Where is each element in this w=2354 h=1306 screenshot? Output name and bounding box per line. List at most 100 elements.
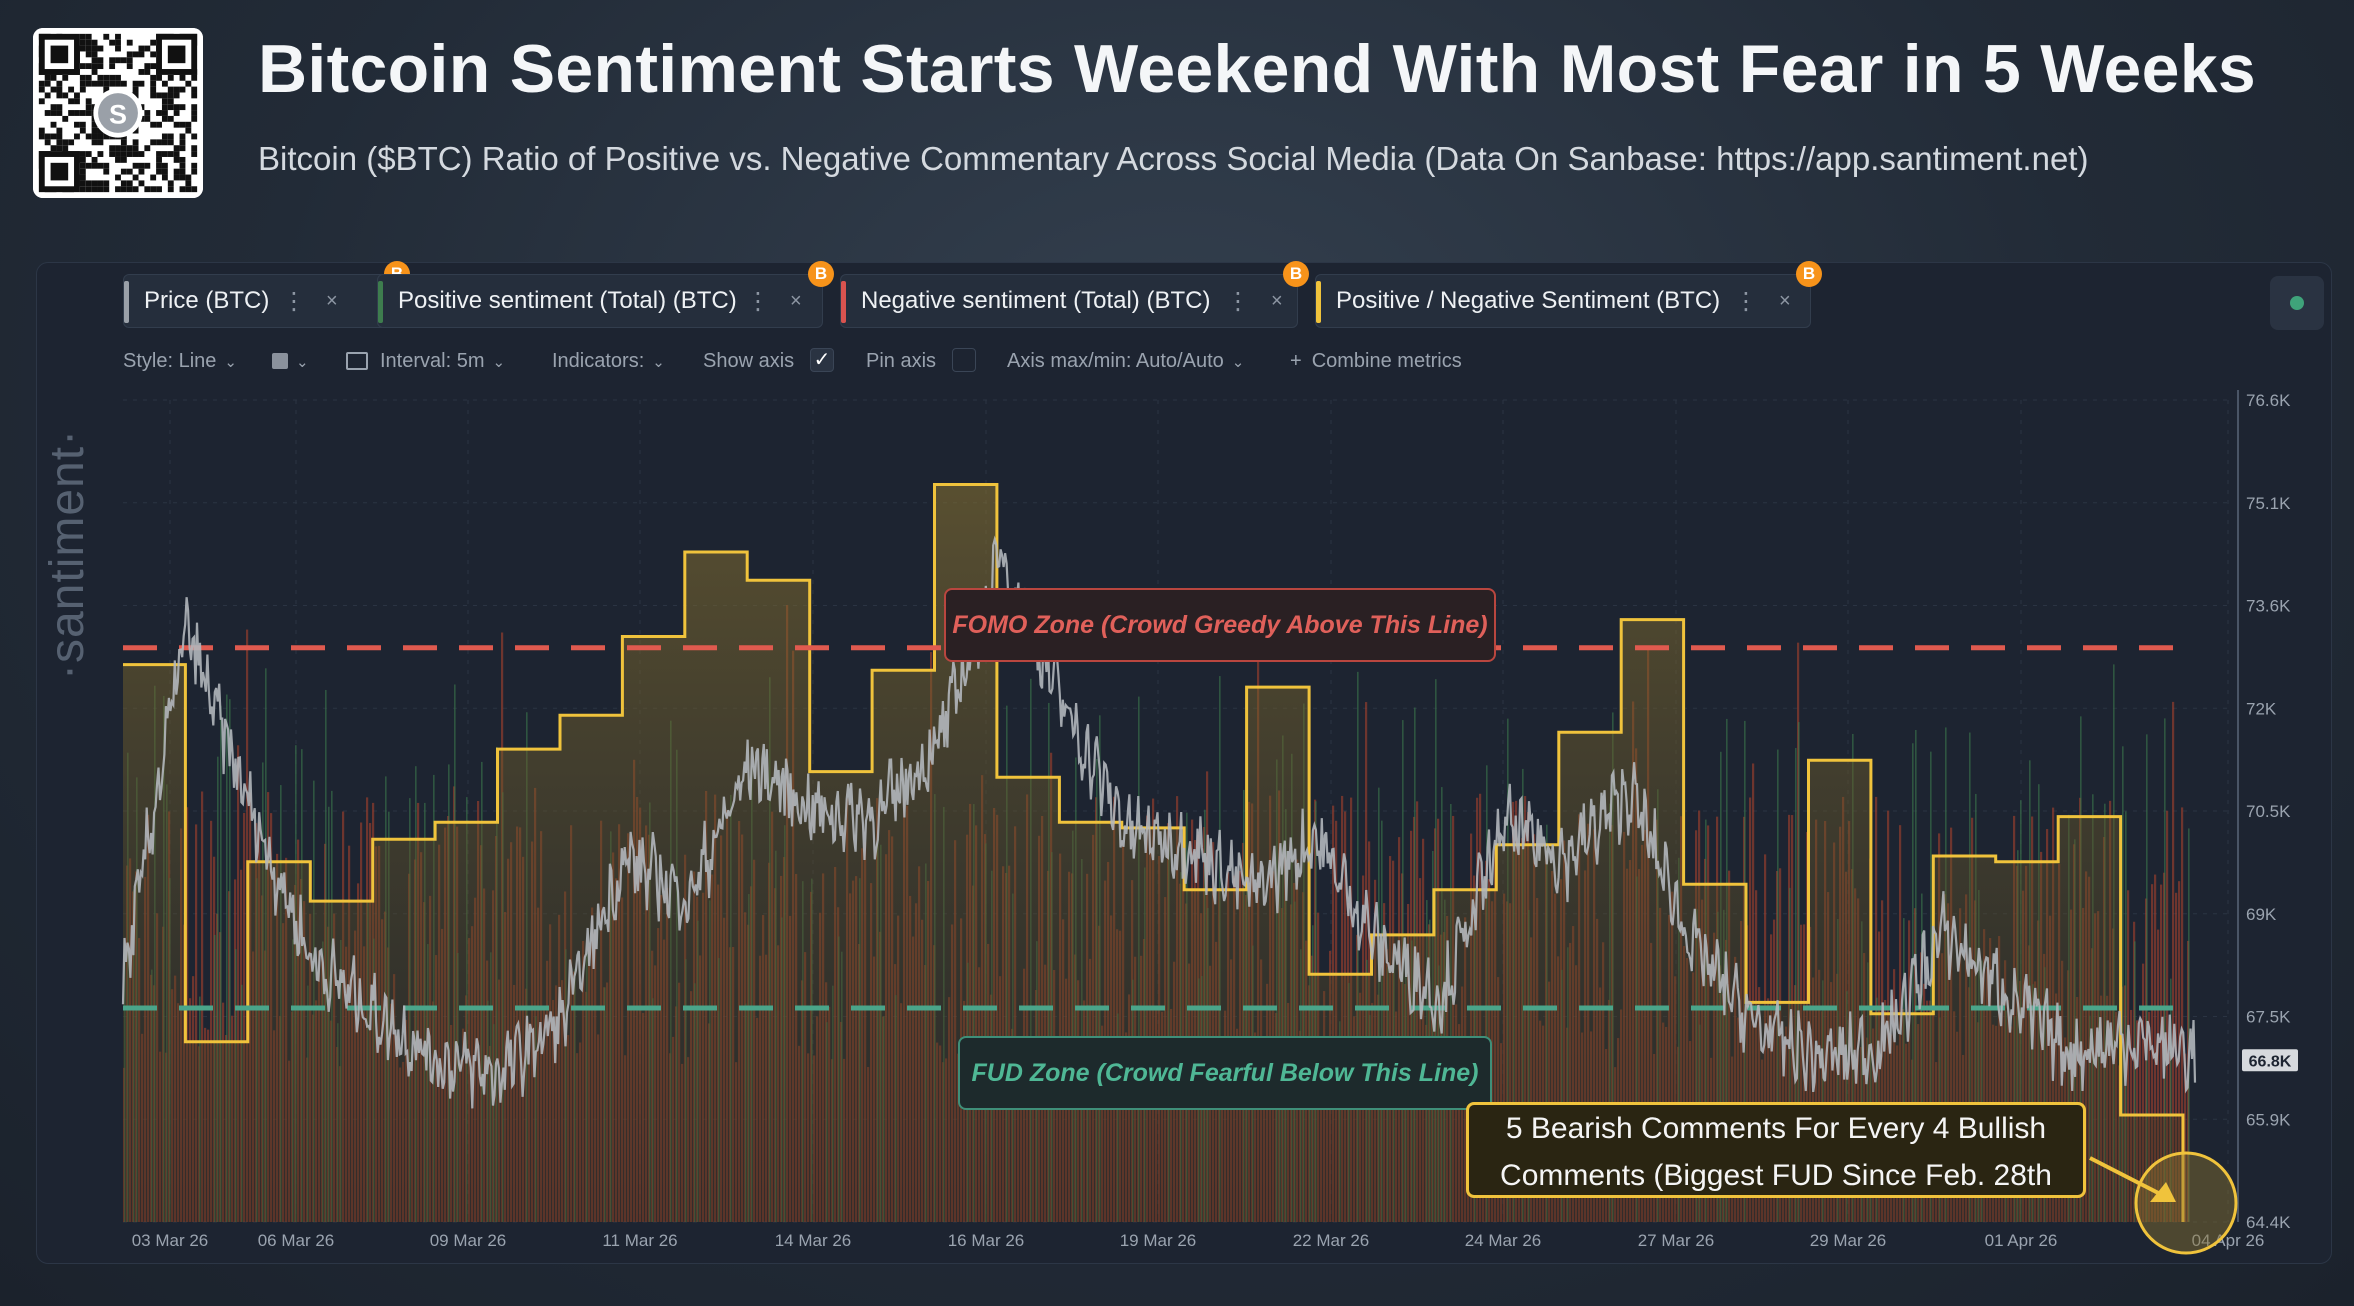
qr-module	[173, 145, 180, 152]
tab-negative-sentiment[interactable]: Negative sentiment (Total) (BTC) ⋮ × B	[840, 261, 1309, 328]
qr-module	[97, 127, 104, 134]
negative-sentiment-bar	[195, 824, 198, 1222]
qr-module	[161, 80, 168, 87]
close-icon[interactable]: ×	[326, 289, 338, 312]
qr-module	[126, 168, 133, 175]
qr-module	[191, 104, 198, 111]
more-icon[interactable]: ⋮	[1734, 287, 1758, 315]
qr-module	[91, 63, 98, 70]
interval-dropdown[interactable]: Interval: 5m ⌄	[346, 350, 505, 373]
price-series	[121, 535, 2197, 1109]
qr-module	[56, 80, 63, 87]
qr-module	[91, 180, 98, 187]
qr-module	[115, 57, 121, 64]
qr-module	[161, 115, 168, 122]
qr-module	[85, 162, 92, 169]
tab-label: Price (BTC)	[144, 287, 270, 314]
axis-minmax-dropdown[interactable]: Axis max/min: Auto/Auto ⌄	[1007, 350, 1244, 373]
qr-module	[91, 45, 98, 52]
fud-zone-label: FUD Zone (Crowd Fearful Below This Line)	[958, 1036, 1492, 1110]
qr-module	[156, 186, 162, 193]
qr-module	[161, 139, 168, 146]
qr-module	[179, 86, 186, 93]
qr-module	[68, 86, 75, 93]
qr-module	[79, 168, 86, 175]
tab-ratio-sentiment[interactable]: Positive / Negative Sentiment (BTC) ⋮ × …	[1315, 261, 1822, 328]
qr-module	[185, 121, 192, 128]
close-icon[interactable]: ×	[1271, 289, 1283, 312]
positive-sentiment-bar	[217, 756, 219, 1222]
qr-module	[191, 133, 198, 140]
qr-module	[109, 39, 116, 46]
more-icon[interactable]: ⋮	[282, 287, 306, 315]
callout-line-2: Comments (Biggest FUD Since Feb. 28th	[1500, 1159, 2052, 1192]
qr-module	[74, 121, 80, 128]
qr-module	[156, 110, 162, 116]
color-dropdown[interactable]: ⌄	[272, 350, 309, 373]
qr-module	[103, 80, 110, 87]
tab-label: Positive sentiment (Total) (BTC)	[398, 287, 737, 314]
qr-module	[173, 92, 180, 99]
qr-module	[173, 156, 180, 163]
more-icon[interactable]: ⋮	[746, 287, 770, 315]
qr-module	[144, 145, 151, 152]
santiment-logo-icon: S	[109, 100, 127, 130]
qr-module	[79, 180, 86, 187]
qr-module	[150, 63, 157, 70]
pin-axis-checkbox[interactable]	[952, 348, 976, 372]
qr-module	[173, 86, 180, 93]
qr-module	[79, 174, 86, 181]
qr-module	[120, 151, 127, 157]
qr-module	[85, 133, 92, 140]
qr-module	[120, 139, 127, 146]
qr-module	[68, 98, 75, 105]
close-icon[interactable]: ×	[790, 289, 802, 312]
qr-module	[185, 127, 192, 134]
qr-module	[97, 186, 104, 193]
qr-module	[109, 57, 116, 64]
callout-arrow	[2089, 1156, 2169, 1200]
close-icon[interactable]: ×	[1779, 289, 1791, 312]
qr-module	[97, 74, 104, 81]
qr-module	[97, 162, 104, 169]
qr-module	[91, 80, 98, 87]
tab-positive-sentiment[interactable]: Positive sentiment (Total) (BTC) ⋮ × B	[377, 261, 834, 328]
qr-module	[38, 86, 45, 93]
positive-sentiment-bar	[2170, 978, 2172, 1222]
chevron-down-icon: ⌄	[1231, 354, 1245, 371]
settings-button[interactable]	[2270, 276, 2324, 330]
qr-module	[97, 139, 104, 146]
combine-metrics-button[interactable]: + Combine metrics	[1290, 350, 1462, 373]
qr-module	[68, 139, 75, 146]
qr-module	[126, 186, 133, 193]
combine-label: Combine metrics	[1311, 350, 1462, 372]
qr-module	[150, 139, 157, 146]
qr-module	[85, 186, 92, 193]
qr-module	[161, 110, 168, 116]
qr-module	[56, 127, 63, 134]
negative-sentiment-bar	[2184, 1053, 2187, 1222]
qr-module	[173, 110, 180, 116]
fomo-zone-label: FOMO Zone (Crowd Greedy Above This Line)	[944, 588, 1496, 662]
qr-module	[79, 33, 86, 40]
qr-module	[167, 86, 174, 93]
y-tick-label: 75.1K	[2246, 494, 2291, 513]
qr-module	[91, 39, 98, 46]
qr-module	[120, 168, 127, 175]
qr-module	[161, 98, 168, 105]
show-axis-checkbox[interactable]: ✓	[810, 348, 834, 372]
qr-module	[91, 139, 98, 146]
qr-module	[167, 104, 174, 111]
qr-module	[85, 33, 92, 40]
more-icon[interactable]: ⋮	[1226, 287, 1250, 315]
negative-sentiment-bar	[186, 807, 189, 1222]
indicators-dropdown[interactable]: Indicators: ⌄	[552, 350, 665, 373]
qr-module	[185, 180, 192, 187]
series-color-bar	[378, 281, 383, 323]
qr-module	[173, 121, 180, 128]
positive-sentiment-bar	[2122, 746, 2124, 1222]
qr-module	[56, 92, 63, 99]
style-dropdown[interactable]: Style: Line ⌄	[123, 350, 237, 373]
bitcoin-icon: B	[1283, 261, 1309, 287]
qr-module	[85, 39, 92, 46]
